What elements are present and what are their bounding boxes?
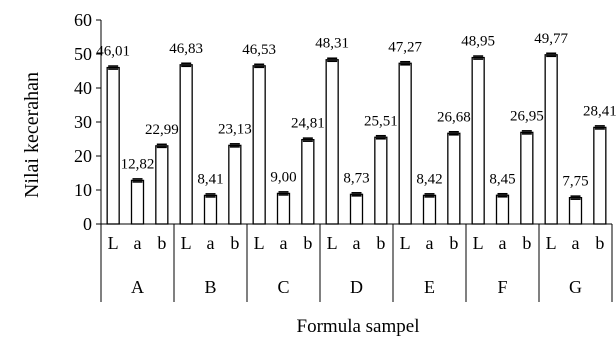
value-label: 25,51: [364, 113, 398, 129]
x-category-label: L: [108, 233, 119, 253]
bar-A-L: [106, 66, 120, 225]
value-label: 8,42: [416, 171, 442, 187]
bar-C-b: [301, 138, 315, 225]
x-category-label: a: [207, 233, 215, 253]
bar-D-a: [349, 193, 364, 225]
bar-A-b: [155, 145, 169, 225]
y-tick-label: 0: [83, 214, 92, 234]
x-axis-title: Formula sampel: [297, 316, 420, 337]
value-label: 46,01: [96, 44, 130, 60]
value-label: 28,41: [583, 103, 616, 119]
value-label: 8,45: [489, 171, 515, 187]
x-category-label: L: [546, 233, 557, 253]
x-category-label: b: [376, 233, 385, 253]
x-group-label: D: [350, 277, 363, 297]
x-category-label: a: [426, 233, 434, 253]
x-category-label: b: [522, 233, 531, 253]
value-label: 22,99: [145, 122, 179, 138]
x-category-label: a: [499, 233, 507, 253]
y-tick-label: 10: [74, 180, 92, 200]
bar-E-L: [398, 62, 412, 225]
y-tick-label: 60: [74, 10, 92, 30]
y-tick-label: 40: [74, 78, 92, 98]
bar-F-L: [471, 56, 485, 225]
value-label: 12,82: [121, 156, 155, 172]
value-label: 46,83: [169, 41, 203, 57]
bar-G-b: [593, 126, 607, 225]
bar-F-b: [520, 131, 534, 225]
x-category-label: L: [327, 233, 338, 253]
x-group-label: E: [424, 277, 435, 297]
bar-A-a: [130, 179, 145, 225]
x-group-label: A: [131, 277, 144, 297]
x-category-label: a: [572, 233, 580, 253]
value-label: 23,13: [218, 121, 252, 137]
value-label: 47,27: [388, 39, 422, 55]
value-label: 26,95: [510, 108, 544, 124]
data-labels: 46,01 12,82 22,99 46,83 8,41 23,13 46,53 9,00 24…: [96, 31, 616, 190]
x-category-label: b: [303, 233, 312, 253]
x-category-label: a: [134, 233, 142, 253]
x-category-label: L: [473, 233, 484, 253]
x-group-label: C: [277, 277, 289, 297]
x-category-label: L: [400, 233, 411, 253]
x-category-label: b: [230, 233, 239, 253]
x-category-label: b: [595, 233, 604, 253]
x-category-label: L: [254, 233, 265, 253]
value-label: 8,73: [343, 170, 369, 186]
bar-B-b: [228, 144, 242, 225]
x-category-label: a: [280, 233, 288, 253]
x-group-label: B: [204, 277, 216, 297]
x-group-label: G: [569, 277, 582, 297]
x-category-label: b: [157, 233, 166, 253]
value-label: 9,00: [270, 169, 296, 185]
value-label: 48,31: [315, 36, 349, 52]
y-tick-label: 50: [74, 44, 92, 64]
value-label: 8,41: [197, 171, 223, 187]
value-label: 46,53: [242, 42, 276, 58]
bar-C-L: [252, 65, 266, 225]
value-label: 7,75: [562, 174, 588, 190]
bar-G-a: [568, 196, 583, 225]
value-label: 24,81: [291, 116, 325, 132]
bar-E-b: [447, 132, 461, 225]
y-axis-title: Nilai kecerahan: [21, 72, 43, 198]
x-category-label: L: [181, 233, 192, 253]
y-tick-label: 30: [74, 112, 92, 132]
y-tick-label: 20: [74, 146, 92, 166]
bar-F-a: [495, 194, 510, 225]
bar-G-L: [544, 54, 558, 225]
x-group-label: F: [497, 277, 507, 297]
x-category-label: b: [449, 233, 458, 253]
y-axis: 0 10 20 30 40 50 60: [74, 10, 102, 234]
value-label: 49,77: [534, 31, 568, 47]
x-category-label: a: [353, 233, 361, 253]
bars: [106, 52, 607, 225]
value-label: 48,95: [461, 34, 495, 50]
bar-B-L: [179, 64, 193, 225]
bar-E-a: [422, 194, 437, 225]
bar-B-a: [203, 194, 218, 225]
bar-C-a: [276, 192, 291, 225]
bar-D-L: [325, 59, 339, 225]
value-label: 26,68: [437, 109, 471, 125]
bar-D-b: [374, 136, 388, 225]
